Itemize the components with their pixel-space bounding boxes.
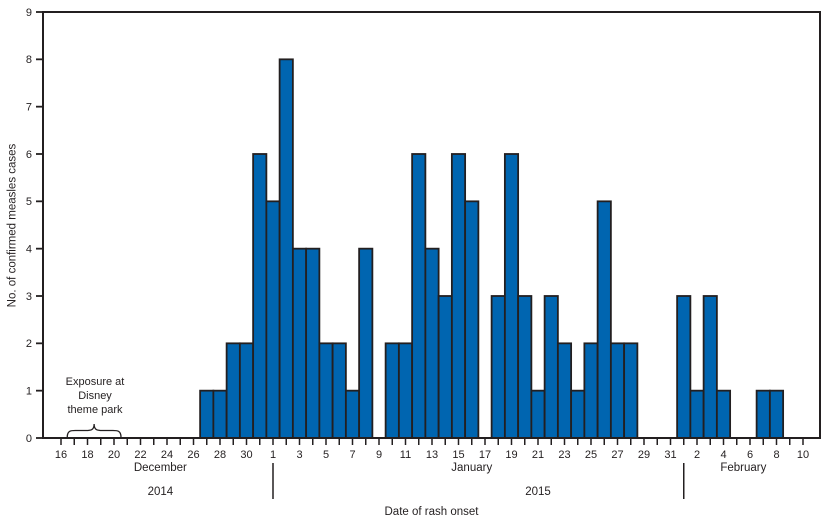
bar-jan-15 [450,153,467,439]
y-tick-label: 4 [26,244,32,256]
x-tick-label: 10 [797,449,809,461]
month-label-january: January [451,462,492,474]
bar-jan-28 [623,342,639,439]
x-tick-label: 22 [134,449,146,461]
bar-feb-8 [768,389,785,439]
bar-dec-31 [252,153,268,439]
bar-feb-3 [702,295,718,439]
x-tick-label: 15 [452,449,464,461]
x-tick-label: 11 [400,449,411,461]
bar-jan-2 [278,58,294,439]
bar-jan-23 [556,342,573,439]
x-tick-label: 24 [161,449,173,461]
x-tick-label: 26 [187,449,199,461]
x-tick-label: 2 [694,449,700,461]
bar-jan-21 [530,389,546,439]
bar-jan-3 [291,247,308,439]
x-tick-label: 7 [349,449,355,461]
x-tick-label: 25 [585,449,597,461]
bar-jan-1 [265,200,281,439]
bar-jan-12 [411,153,427,439]
x-tick-label: 20 [108,449,120,461]
y-tick-label: 6 [26,149,32,161]
y-tick-label: 2 [26,338,32,350]
x-tick-label: 8 [773,449,779,461]
y-tick-label: 5 [26,196,32,208]
bar-jan-14 [437,295,453,439]
bar-jan-10 [384,342,400,439]
bar-feb-1 [676,295,692,439]
x-tick-label: 4 [720,449,726,461]
bar-dec-30 [238,342,255,439]
month-label-february: February [720,462,766,474]
exposure-annotation: Exposure at Disney theme park [52,376,138,417]
bar-jan-6 [331,342,347,439]
exposure-brace [66,423,122,438]
bar-jan-5 [318,342,334,439]
x-axis-title: Date of rash onset [384,506,479,518]
x-tick-label: 27 [611,449,623,461]
x-tick-label: 29 [638,449,650,461]
y-axis-title: No. of confirmed measles cases [6,143,19,308]
bar-dec-27 [199,389,215,439]
bar-jan-4 [305,247,321,439]
x-tick-label: 31 [664,449,676,461]
bar-dec-29 [225,342,241,439]
bar-feb-2 [689,389,705,439]
x-tick-label: 16 [55,449,67,461]
y-tick-label: 1 [26,386,32,398]
bar-jan-19 [503,153,520,439]
y-tick-label: 7 [26,102,32,114]
x-tick-label: 23 [558,449,570,461]
x-tick-label: 28 [214,449,226,461]
x-tick-label: 18 [81,449,93,461]
exposure-annotation-line-2: Disney [78,389,112,402]
x-tick-label: 13 [426,449,438,461]
bar-jan-20 [517,295,533,439]
x-tick-label: 5 [323,449,329,461]
bar-feb-4 [715,389,732,439]
x-tick-label: 1 [270,449,276,461]
bar-jan-26 [596,200,612,439]
bar-jan-8 [358,247,374,439]
bar-jan-13 [424,247,440,439]
bar-jan-11 [397,342,414,439]
bar-jan-25 [583,342,599,439]
bar-jan-18 [490,295,506,439]
bar-jan-7 [344,389,361,439]
y-tick-label: 9 [26,7,32,19]
bar-jan-16 [464,200,480,439]
month-label-december: December [134,462,187,474]
bar-feb-7 [755,389,771,439]
bar-dec-28 [212,389,228,439]
bar-jan-24 [570,389,586,439]
year-label-2014: 2014 [148,486,174,498]
x-tick-label: 19 [505,449,517,461]
bar-jan-22 [543,295,559,439]
x-tick-label: 17 [479,449,491,461]
year-label-2015: 2015 [525,486,551,498]
bar-jan-27 [609,342,626,439]
y-tick-label: 3 [26,291,32,303]
plot-frame [42,11,821,439]
x-tick-label: 3 [296,449,302,461]
x-tick-label: 6 [747,449,753,461]
x-tick-label: 30 [240,449,252,461]
x-tick-label: 21 [532,449,544,461]
x-tick-label: 9 [376,449,382,461]
exposure-annotation-line-1: Exposure at [65,376,125,388]
exposure-annotation-line-3: theme park [67,403,123,416]
y-tick-label: 8 [26,54,32,66]
y-tick-label: 0 [26,433,32,445]
